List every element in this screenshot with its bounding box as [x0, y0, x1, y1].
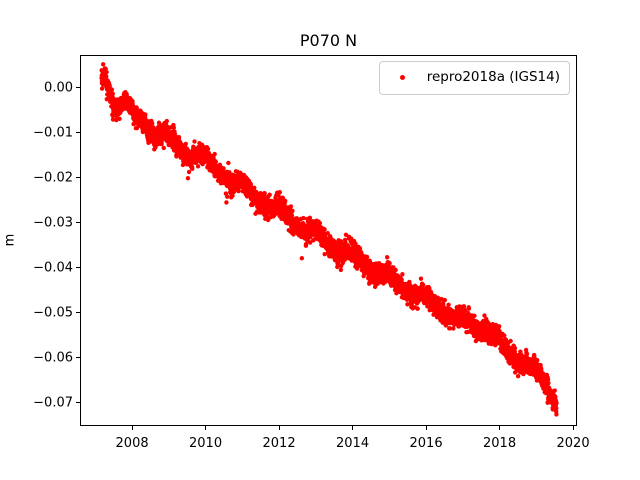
x-tick-label: 2018: [483, 436, 517, 451]
x-tick-label: 2016: [409, 436, 443, 451]
y-tick-label: −0.04: [33, 260, 73, 276]
x-tick-mark: [425, 426, 427, 430]
y-tick-label: −0.06: [33, 350, 73, 366]
x-tick-label: 2008: [115, 436, 149, 451]
y-tick-mark: [76, 357, 80, 359]
legend-handle: [388, 75, 418, 81]
y-tick-label: −0.01: [33, 125, 73, 141]
y-tick-mark: [76, 312, 80, 314]
y-tick-label: −0.02: [33, 170, 73, 186]
x-tick-label: 2014: [336, 436, 370, 451]
x-tick-mark: [572, 426, 574, 430]
y-tick-mark: [76, 267, 80, 269]
y-axis-label: m: [2, 233, 18, 247]
x-tick-label: 2020: [556, 436, 590, 451]
x-tick-mark: [131, 426, 133, 430]
legend-marker-dot-icon: [400, 75, 406, 81]
x-tick-label: 2010: [189, 436, 223, 451]
y-tick-label: −0.03: [33, 215, 73, 231]
y-tick-label: 0.00: [44, 80, 73, 96]
legend-entry-label: repro2018a (IGS14): [426, 69, 560, 85]
scatter-canvas: [81, 56, 576, 425]
y-tick-label: −0.05: [33, 305, 73, 321]
y-tick-mark: [76, 222, 80, 224]
y-tick-mark: [76, 177, 80, 179]
x-tick-mark: [352, 426, 354, 430]
x-tick-mark: [499, 426, 501, 430]
y-tick-mark: [76, 132, 80, 134]
chart-title: P070 N: [299, 31, 358, 50]
x-tick-mark: [205, 426, 207, 430]
plot-area: repro2018a (IGS14): [80, 55, 577, 426]
y-tick-mark: [76, 402, 80, 404]
legend-box: repro2018a (IGS14): [378, 61, 570, 95]
x-tick-mark: [278, 426, 280, 430]
x-tick-label: 2012: [262, 436, 296, 451]
y-tick-mark: [76, 87, 80, 89]
y-tick-label: −0.07: [33, 395, 73, 411]
